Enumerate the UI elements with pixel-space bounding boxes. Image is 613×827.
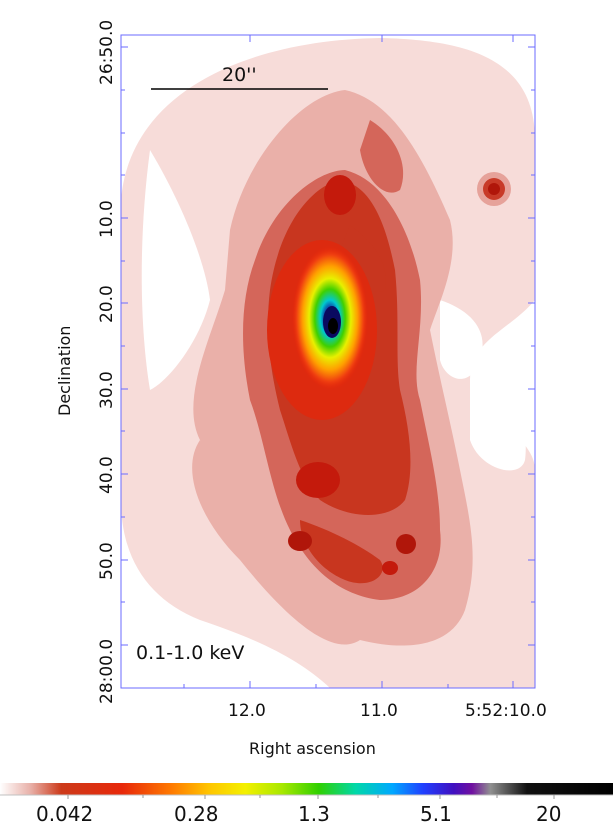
y-ticks (121, 46, 535, 646)
y-tick-label: 26:50.0 (97, 20, 117, 85)
x-ticks (183, 35, 514, 688)
colorbar (0, 783, 613, 795)
y-tick-label: 20.0 (97, 285, 117, 323)
x-tick-label: 5:52:10.0 (465, 701, 547, 721)
x-axis-title: Right ascension (249, 739, 376, 758)
y-axis-title: Declination (55, 326, 74, 416)
colorbar-label: 20 (536, 802, 561, 826)
y-tick-label: 50.0 (97, 542, 117, 580)
colorbar-label: 5.1 (420, 802, 452, 826)
colorbar-ticks (67, 795, 555, 799)
colorbar-label: 0.042 (36, 802, 93, 826)
y-tick-label: 10.0 (97, 200, 117, 238)
energy-band-label: 0.1-1.0 keV (136, 642, 244, 664)
y-tick-label: 40.0 (97, 456, 117, 494)
x-tick-label: 11.0 (360, 701, 398, 721)
colorbar-label: 1.3 (298, 802, 330, 826)
xray-image (121, 35, 535, 688)
x-tick-label: 12.0 (228, 701, 266, 721)
plot-frame (120, 34, 536, 689)
scale-bar-label: 20'' (222, 64, 257, 86)
colorbar-label: 0.28 (174, 802, 219, 826)
y-tick-label: 28:00.0 (97, 639, 117, 704)
y-tick-label: 30.0 (97, 371, 117, 409)
